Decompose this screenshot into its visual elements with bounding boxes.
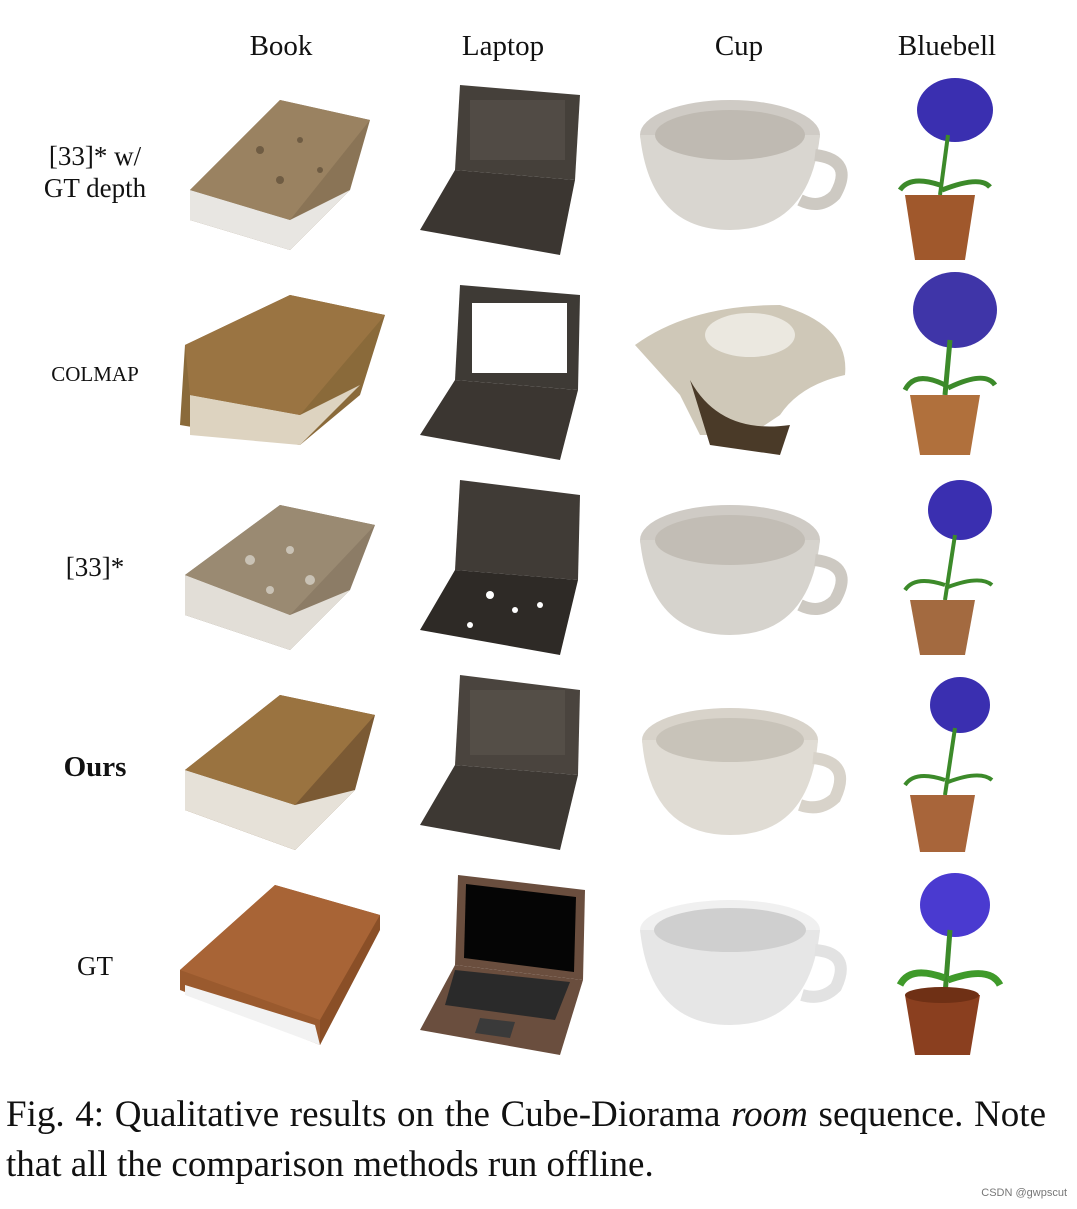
caption-suffix: sequence. Note that all the comparison m… <box>6 1094 1046 1185</box>
image-bluebell-row2 <box>860 270 1077 460</box>
caption-emphasis: room <box>731 1094 808 1135</box>
watermark: CSDN @gwpscut <box>981 1187 1067 1199</box>
column-header-bluebell: Bluebell <box>897 30 997 62</box>
caption-prefix: Fig. 4: Qualitative results on the Cube-… <box>6 1094 732 1135</box>
image-cup-row2 <box>630 285 850 475</box>
column-header-book: Book <box>249 30 313 62</box>
image-bluebell-row1 <box>860 75 1077 265</box>
image-book-row2 <box>170 285 390 475</box>
row-label-line2: GT depth <box>43 173 147 203</box>
image-laptop-row3 <box>400 475 620 665</box>
image-bluebell-row4 <box>860 670 1077 860</box>
row-label-gt: GT <box>77 951 113 981</box>
image-book-row4 <box>170 680 390 870</box>
row-label-33: [33]* <box>65 552 125 582</box>
image-cup-row1 <box>630 80 850 270</box>
image-cup-row5 <box>630 885 850 1075</box>
image-laptop-row5 <box>400 870 620 1060</box>
image-laptop-row2 <box>400 285 620 475</box>
column-header-cup: Cup <box>714 30 764 62</box>
image-cup-row4 <box>630 690 850 880</box>
row-label-33-gt-depth: [33]* w/ GT depth <box>10 140 180 204</box>
row-label-ours: Ours <box>63 751 127 783</box>
image-laptop-row4 <box>400 670 620 860</box>
image-book-row1 <box>170 80 390 270</box>
row-label-line1: [33]* w/ <box>48 141 142 171</box>
image-bluebell-row5 <box>860 870 1077 1060</box>
row-label-colmap: COLMAP <box>51 362 139 386</box>
image-cup-row3 <box>630 485 850 675</box>
image-book-row5 <box>170 870 390 1060</box>
figure-caption: Fig. 4: Qualitative results on the Cube-… <box>6 1090 1046 1190</box>
column-header-laptop: Laptop <box>461 30 545 62</box>
image-bluebell-row3 <box>860 475 1077 665</box>
image-book-row3 <box>170 480 390 670</box>
image-laptop-row1 <box>400 80 620 270</box>
